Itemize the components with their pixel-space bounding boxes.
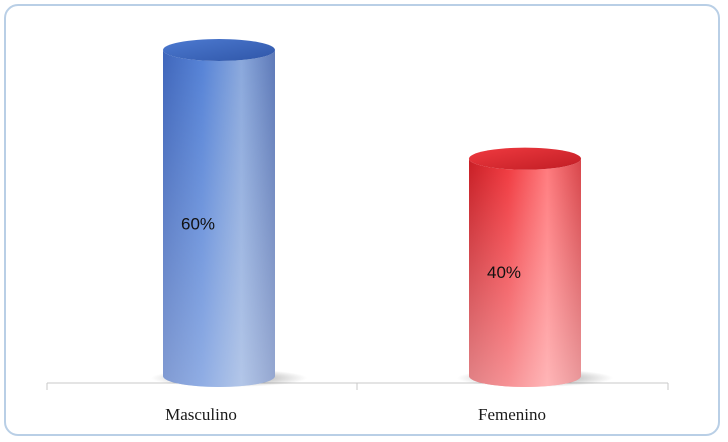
data-label-femenino: 40% (487, 263, 521, 282)
category-label-femenino: Femenino (478, 405, 546, 424)
bar-top-cap (163, 39, 275, 61)
bar-sheen (469, 158, 581, 387)
category-label-masculino: Masculino (165, 405, 237, 424)
bar-sheen (163, 50, 275, 387)
chart-frame (4, 4, 720, 436)
bar-femenino (457, 147, 613, 387)
bar-masculino (151, 39, 307, 387)
bar-top-cap (469, 147, 581, 170)
data-label-masculino: 60% (181, 214, 215, 233)
